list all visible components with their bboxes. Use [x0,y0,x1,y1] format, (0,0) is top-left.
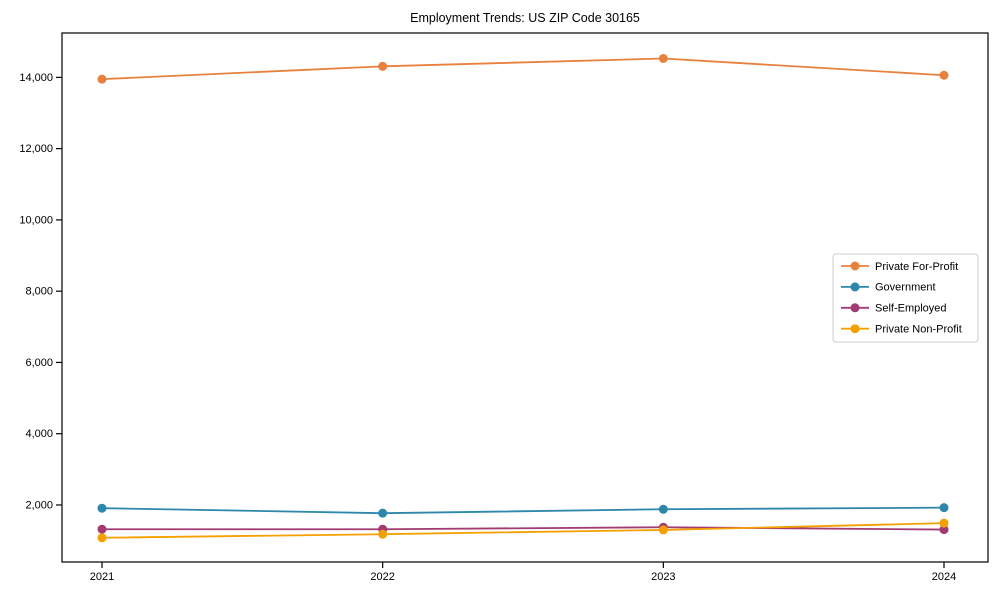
data-point-marker [939,525,949,535]
series-line-self-employed [102,526,945,531]
data-point-marker [97,524,107,534]
data-point-marker [658,504,668,514]
data-point-marker [97,533,107,543]
y-axis-tick-label: 14,000 [19,72,53,84]
legend-marker-dot [850,303,860,313]
x-axis-tick-label: 2022 [370,571,394,583]
legend-marker-dot [850,324,860,334]
series-line-private-non-profit [101,522,945,539]
legend-label: Government [875,282,936,294]
series-line-private-for-profit [101,57,945,81]
x-axis-tick-label: 2023 [651,571,675,583]
data-point-marker [378,61,388,71]
legend-label: Private Non-Profit [875,324,962,336]
legend-box [832,253,979,343]
y-axis-tick-label: 2,000 [25,499,53,511]
chart-title: Employment Trends: US ZIP Code 30165 [410,11,640,25]
y-axis-tick-label: 10,000 [19,214,53,226]
data-point-marker [939,70,949,80]
x-axis-tick-label: 2024 [932,571,956,583]
legend-label: Self-Employed [875,303,947,315]
plot-frame [61,32,989,563]
legend-marker-dot [850,282,860,292]
data-point-marker [658,525,668,535]
data-point-marker [97,74,107,84]
legend-label: Private For-Profit [875,261,958,273]
y-axis-tick-label: 4,000 [25,428,53,440]
y-axis-tick-label: 6,000 [25,357,53,369]
data-point-marker [378,508,388,518]
x-axis-tick-label: 2021 [90,571,114,583]
data-point-marker [658,53,668,63]
legend-marker-dot [850,261,860,271]
data-point-marker [97,503,107,513]
data-point-marker [378,529,388,539]
data-point-marker [939,503,949,513]
y-axis-tick-label: 12,000 [19,143,53,155]
data-point-marker [939,518,949,528]
series-line-government [101,506,945,515]
y-axis-tick-label: 8,000 [25,286,53,298]
